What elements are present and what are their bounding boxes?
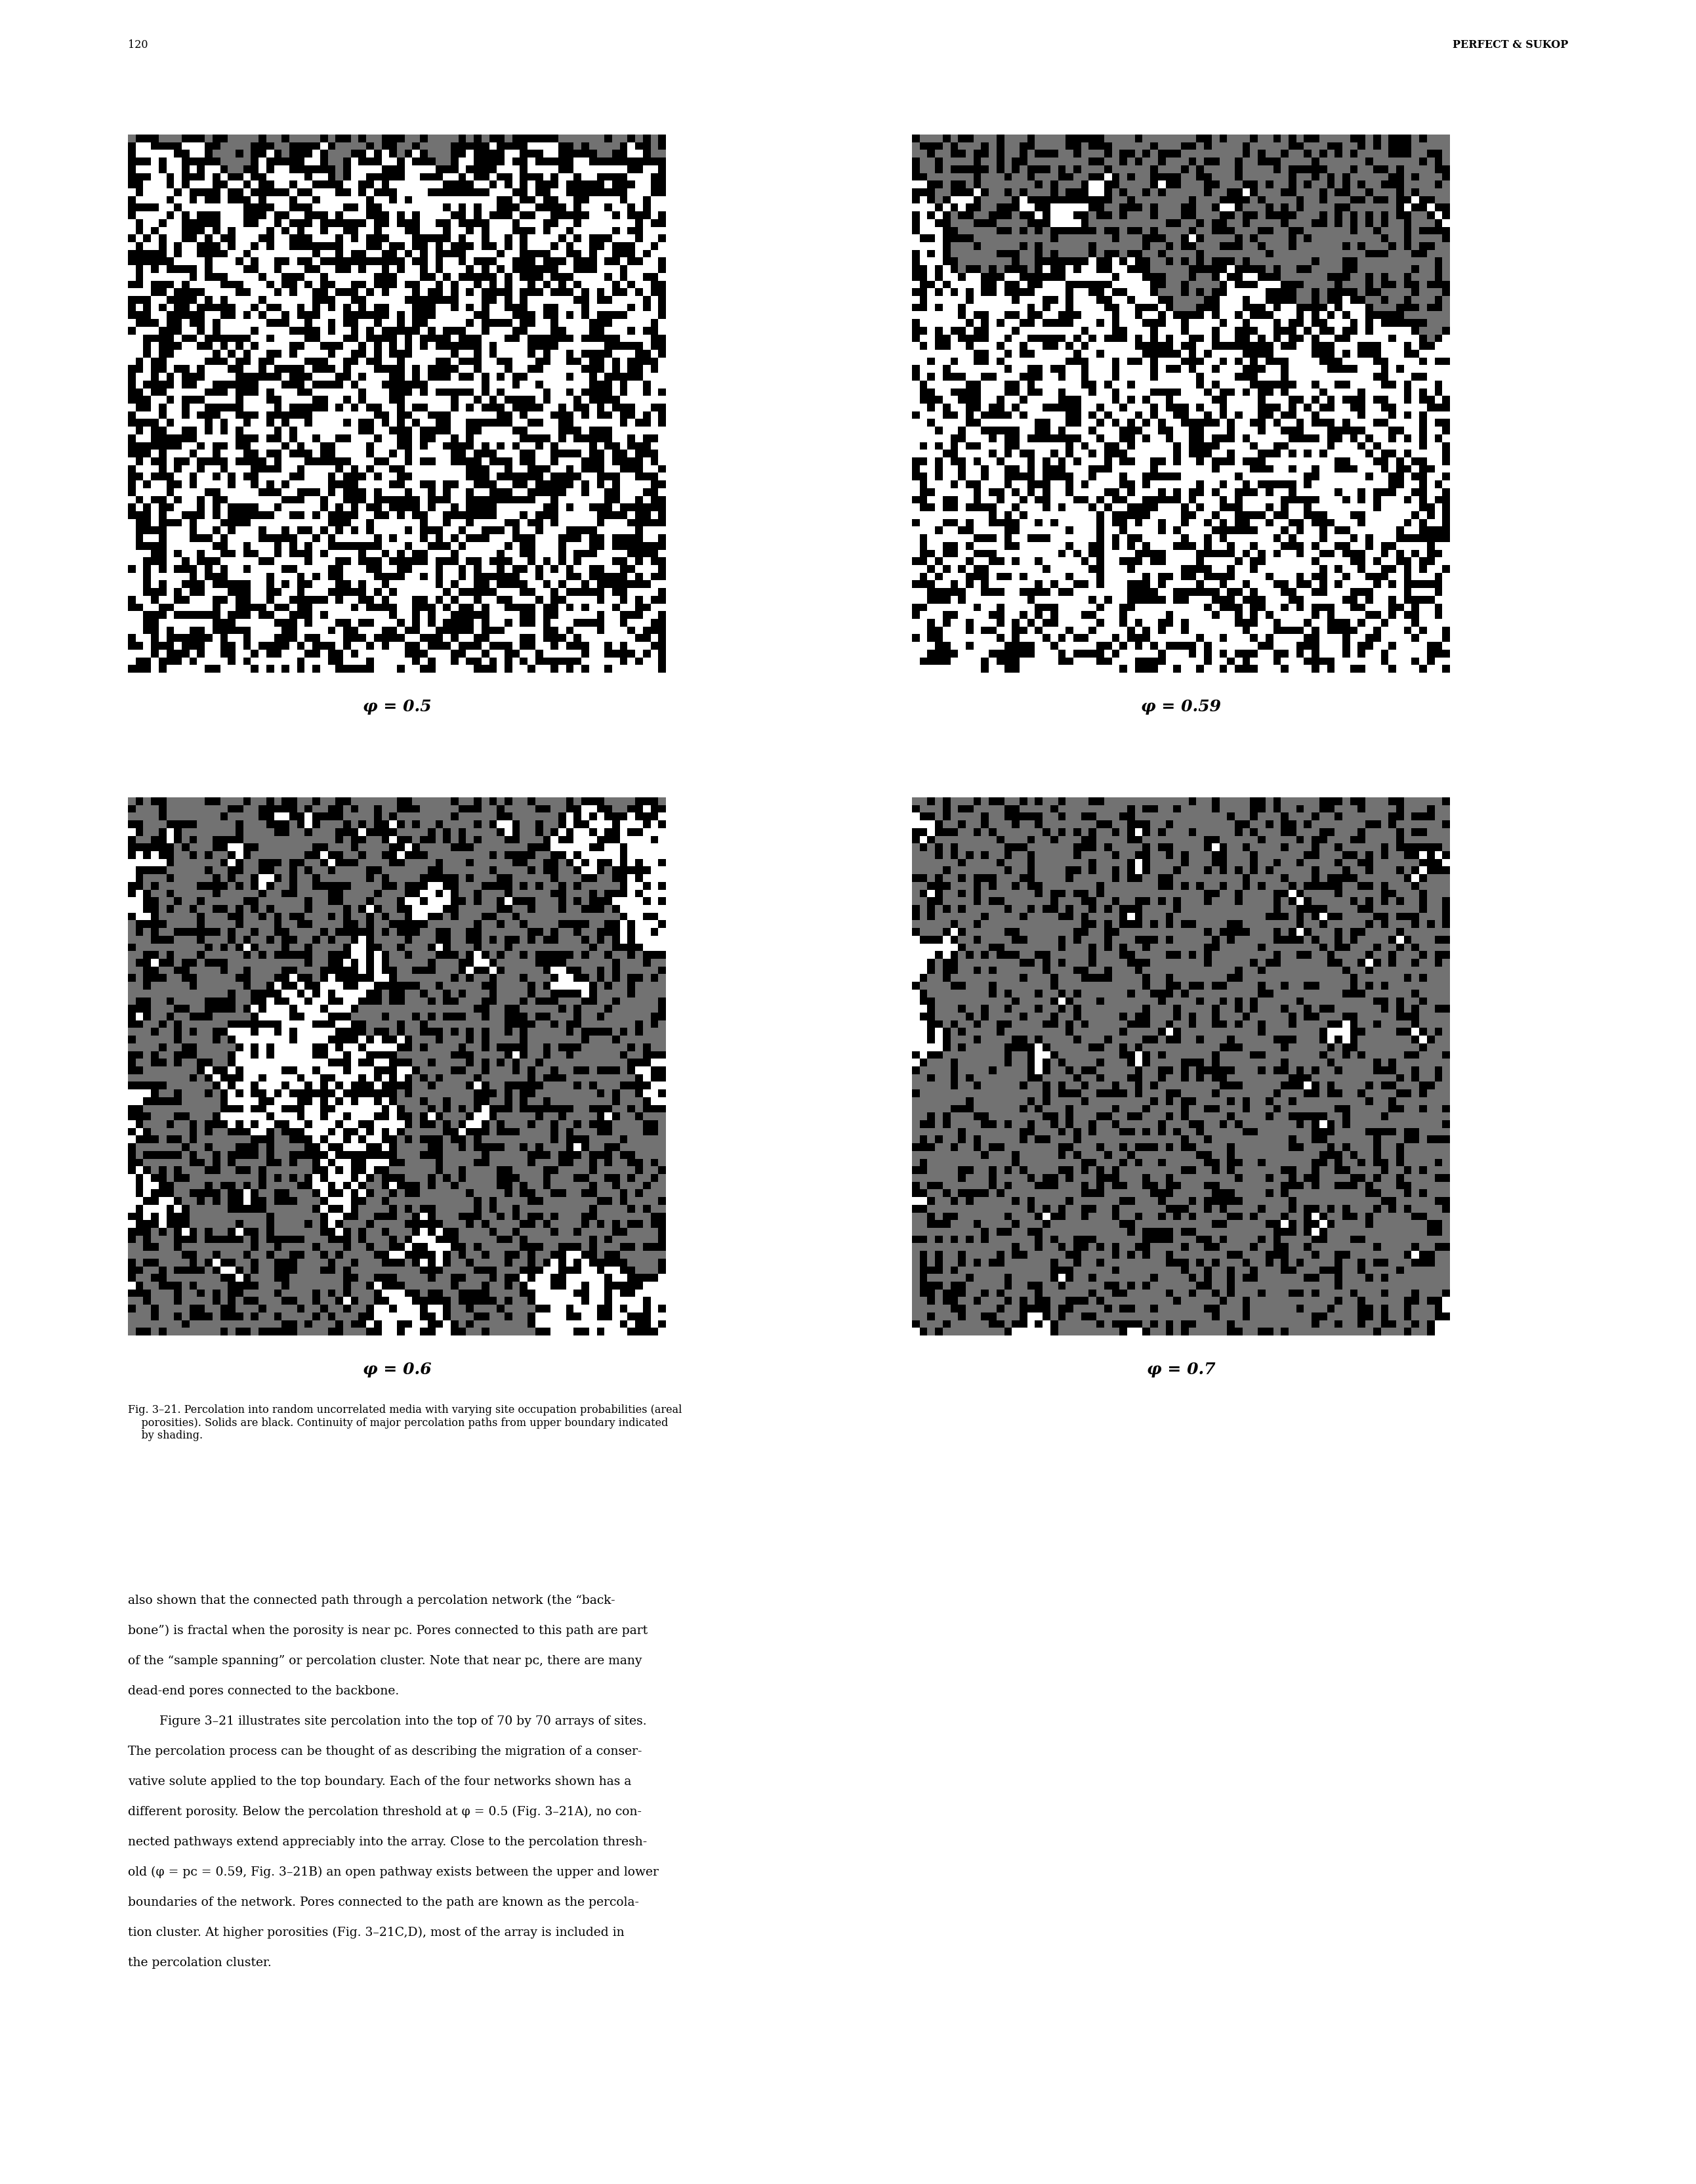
- Text: The percolation process can be thought of as describing the migration of a conse: The percolation process can be thought o…: [127, 1745, 643, 1758]
- Text: also shown that the connected path through a percolation network (the “back-: also shown that the connected path throu…: [127, 1594, 616, 1607]
- Text: the percolation cluster.: the percolation cluster.: [127, 1957, 271, 1968]
- Text: dead-end pores connected to the backbone.: dead-end pores connected to the backbone…: [127, 1686, 399, 1697]
- Text: tion cluster. At higher porosities (Fig. 3–21C,D), most of the array is included: tion cluster. At higher porosities (Fig.…: [127, 1926, 624, 1939]
- Text: φ = 0.59: φ = 0.59: [1141, 699, 1221, 714]
- Text: Fig. 3–21. Percolation into random uncorrelated media with varying site occupati: Fig. 3–21. Percolation into random uncor…: [127, 1404, 682, 1441]
- Text: different porosity. Below the percolation threshold at φ = 0.5 (Fig. 3–21A), no : different porosity. Below the percolatio…: [127, 1806, 641, 1817]
- Text: of the “sample spanning” or percolation cluster. Note that near pᴄ, there are ma: of the “sample spanning” or percolation …: [127, 1655, 643, 1666]
- Text: vative solute applied to the top boundary. Each of the four networks shown has a: vative solute applied to the top boundar…: [127, 1776, 631, 1789]
- Text: φ = 0.6: φ = 0.6: [363, 1361, 431, 1378]
- Text: φ = 0.7: φ = 0.7: [1146, 1361, 1216, 1378]
- Text: old (φ = pᴄ = 0.59, Fig. 3–21B) an open pathway exists between the upper and low: old (φ = pᴄ = 0.59, Fig. 3–21B) an open …: [127, 1867, 658, 1878]
- Text: Figure 3–21 illustrates site percolation into the top of 70 by 70 arrays of site: Figure 3–21 illustrates site percolation…: [127, 1714, 646, 1728]
- Text: 120: 120: [127, 39, 148, 50]
- Text: boundaries of the network. Pores connected to the path are known as the percola-: boundaries of the network. Pores connect…: [127, 1896, 639, 1909]
- Text: PERFECT & SUKOP: PERFECT & SUKOP: [1452, 39, 1569, 50]
- Text: bone”) is fractal when the porosity is near pᴄ. Pores connected to this path are: bone”) is fractal when the porosity is n…: [127, 1625, 648, 1636]
- Text: nected pathways extend appreciably into the array. Close to the percolation thre: nected pathways extend appreciably into …: [127, 1837, 648, 1848]
- Text: φ = 0.5: φ = 0.5: [363, 699, 431, 714]
